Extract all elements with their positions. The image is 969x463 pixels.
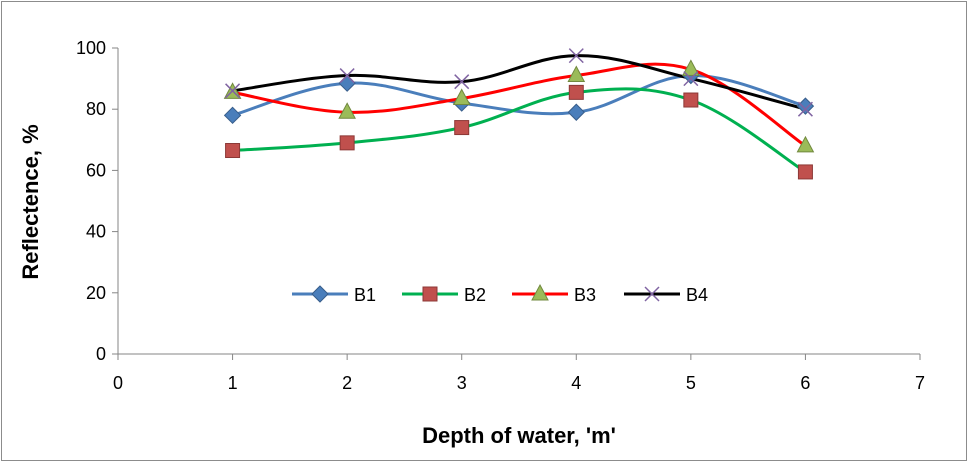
data-point-B2 — [454, 120, 470, 136]
data-point-B4 — [797, 101, 813, 117]
data-point-B1 — [223, 106, 242, 125]
series-line-B2 — [232, 87, 807, 174]
x-marker-stroke — [454, 74, 470, 90]
data-point-B3 — [338, 102, 356, 119]
data-point-B4 — [454, 74, 470, 90]
x-tick-label: 0 — [113, 373, 123, 393]
data-point-B4 — [568, 48, 584, 64]
x-marker-stroke — [568, 48, 584, 64]
legend-label: B1 — [354, 285, 376, 305]
axes: 0 20 40 60 80 100 0 1 2 3 4 5 6 7 — [76, 38, 925, 393]
legend-label: B3 — [574, 285, 596, 305]
x-marker-stroke — [644, 286, 660, 302]
legend-marker — [311, 285, 329, 303]
data-point-B2 — [339, 135, 355, 151]
x-axis-title: Depth of water, 'm' — [422, 423, 616, 448]
x-tick-label: 7 — [915, 373, 925, 393]
series-markers — [223, 48, 815, 180]
y-axis-title: Reflectence, % — [18, 124, 43, 279]
legend-item-B4: B4 — [624, 285, 708, 305]
y-tick-label: 40 — [86, 222, 106, 242]
data-point-B2 — [683, 92, 699, 108]
data-point-B3 — [682, 59, 700, 76]
legend-item-B3: B3 — [512, 283, 596, 305]
data-point-B1 — [796, 97, 815, 115]
x-tick-label: 3 — [457, 373, 467, 393]
data-point-B3 — [452, 88, 471, 105]
data-point-B4 — [225, 83, 241, 99]
x-tick-label: 4 — [571, 373, 581, 393]
x-marker-stroke — [683, 71, 699, 87]
data-point-B1 — [338, 74, 356, 92]
series-lines — [232, 54, 807, 174]
y-tick-label: 0 — [96, 344, 106, 364]
series-line-B4 — [232, 54, 806, 111]
data-point-B3 — [567, 65, 586, 83]
x-marker-stroke — [339, 68, 355, 84]
x-tick-label: 6 — [800, 373, 810, 393]
x-tick-label: 2 — [342, 373, 352, 393]
x-tick-label: 1 — [228, 373, 238, 393]
data-point-B4 — [683, 71, 699, 87]
legend-marker — [422, 286, 438, 302]
legend-item-B2: B2 — [402, 285, 486, 305]
y-tick-label: 20 — [86, 283, 106, 303]
data-point-B2 — [797, 164, 813, 180]
legend-marker — [531, 283, 549, 301]
data-point-B3 — [796, 135, 815, 153]
series-line-B3 — [232, 62, 807, 148]
legend-marker — [644, 286, 660, 302]
data-point-B2 — [568, 84, 584, 100]
y-tick-label: 100 — [76, 38, 106, 58]
legend: B1 B2 B3 B4 — [292, 283, 708, 305]
y-tick-label: 60 — [86, 160, 106, 180]
legend-item-B1: B1 — [292, 285, 376, 305]
legend-label: B4 — [686, 285, 708, 305]
x-marker-stroke — [797, 101, 813, 117]
data-point-B4 — [339, 68, 355, 84]
y-tick-label: 80 — [86, 99, 106, 119]
x-marker-stroke — [225, 83, 241, 99]
data-point-B2 — [225, 143, 241, 159]
legend-label: B2 — [464, 285, 486, 305]
data-point-B1 — [567, 103, 585, 121]
x-tick-label: 5 — [686, 373, 696, 393]
